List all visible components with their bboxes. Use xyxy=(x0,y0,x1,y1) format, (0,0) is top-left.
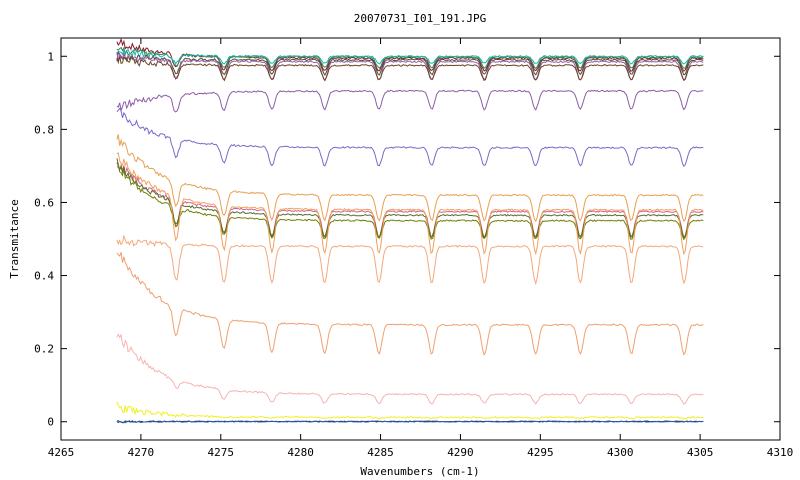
y-tick-label: 0.4 xyxy=(34,270,54,283)
y-tick-label: 0 xyxy=(47,416,54,429)
series-line xyxy=(116,158,704,239)
series-line xyxy=(116,163,704,239)
series-line xyxy=(116,56,704,82)
series-line xyxy=(116,134,704,223)
x-tick-label: 4285 xyxy=(367,446,394,459)
x-tick-label: 4265 xyxy=(48,446,75,459)
series-line xyxy=(116,51,704,77)
series-line xyxy=(116,51,704,82)
y-axis-ticks: 0 0.2 0.4 0.6 0.8 1 xyxy=(34,50,780,429)
y-tick-label: 1 xyxy=(47,50,54,63)
plot-frame xyxy=(60,37,781,441)
x-tick-label: 4275 xyxy=(208,446,235,459)
series-line xyxy=(116,401,704,420)
y-tick-label: 0.8 xyxy=(34,123,54,136)
series-lines xyxy=(116,37,704,424)
x-tick-label: 4280 xyxy=(287,446,314,459)
series-line xyxy=(116,48,704,65)
chart-title: 20070731_I01_191.JPG xyxy=(354,12,486,25)
x-tick-label: 4290 xyxy=(447,446,474,459)
series-line xyxy=(116,252,704,356)
x-axis-title: Wavenumbers (cm-1) xyxy=(360,465,479,478)
series-line xyxy=(116,420,704,424)
x-tick-label: 4270 xyxy=(128,446,155,459)
x-tick-label: 4300 xyxy=(607,446,634,459)
x-tick-label: 4310 xyxy=(767,446,794,459)
y-tick-label: 0.2 xyxy=(34,343,54,356)
x-tick-label: 4305 xyxy=(687,446,714,459)
series-line xyxy=(116,333,704,405)
y-tick-label: 0.6 xyxy=(34,196,54,209)
series-line xyxy=(116,152,704,256)
series-line xyxy=(116,234,704,286)
series-line xyxy=(116,107,704,168)
series-line xyxy=(116,162,704,241)
x-axis-ticks: 4265 4270 4275 4280 4285 4290 4295 4300 4305 4310 xyxy=(48,38,794,459)
x-tick-label: 4295 xyxy=(527,446,554,459)
y-axis-title: Transmitance xyxy=(8,199,21,278)
series-line xyxy=(116,89,704,113)
